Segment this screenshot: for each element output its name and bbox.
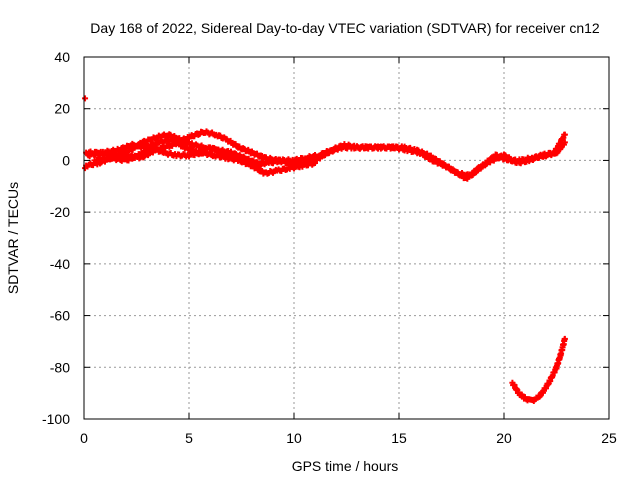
x-tick-label: 0 xyxy=(80,430,88,446)
data-point xyxy=(561,131,568,138)
data-point xyxy=(82,95,89,102)
data-point xyxy=(257,162,264,169)
x-tick-label: 5 xyxy=(185,430,193,446)
x-tick-label: 10 xyxy=(286,430,302,446)
y-tick-label: -100 xyxy=(42,411,70,427)
y-tick-label: -20 xyxy=(50,204,70,220)
y-tick-label: -40 xyxy=(50,256,70,272)
series-track-d xyxy=(85,136,263,170)
x-axis-label: GPS time / hours xyxy=(292,458,399,474)
y-tick-label: 0 xyxy=(62,152,70,168)
series-track-e xyxy=(509,336,568,405)
data-points xyxy=(82,95,568,405)
data-point xyxy=(312,160,318,167)
y-tick-label: 20 xyxy=(54,101,70,117)
series-track-b xyxy=(83,128,568,182)
x-tick-label: 15 xyxy=(391,430,407,446)
y-axis-label: SDTVAR / TECUs xyxy=(5,182,21,294)
y-tick-label: 40 xyxy=(54,49,70,65)
y-tick-label: -80 xyxy=(50,359,70,375)
x-tick-label: 20 xyxy=(496,430,512,446)
axis-ticks: 0 5 10 15 20 25 -100 -80 -60 -40 -20 0 20 40 xyxy=(42,49,617,446)
data-point xyxy=(561,335,568,342)
x-tick-label: 25 xyxy=(601,430,617,446)
plot-frame xyxy=(83,56,610,420)
data-point xyxy=(82,165,89,172)
y-tick-label: -60 xyxy=(50,308,70,324)
grid xyxy=(84,57,609,419)
chart-title: Day 168 of 2022, Sidereal Day-to-day VTE… xyxy=(90,20,600,36)
